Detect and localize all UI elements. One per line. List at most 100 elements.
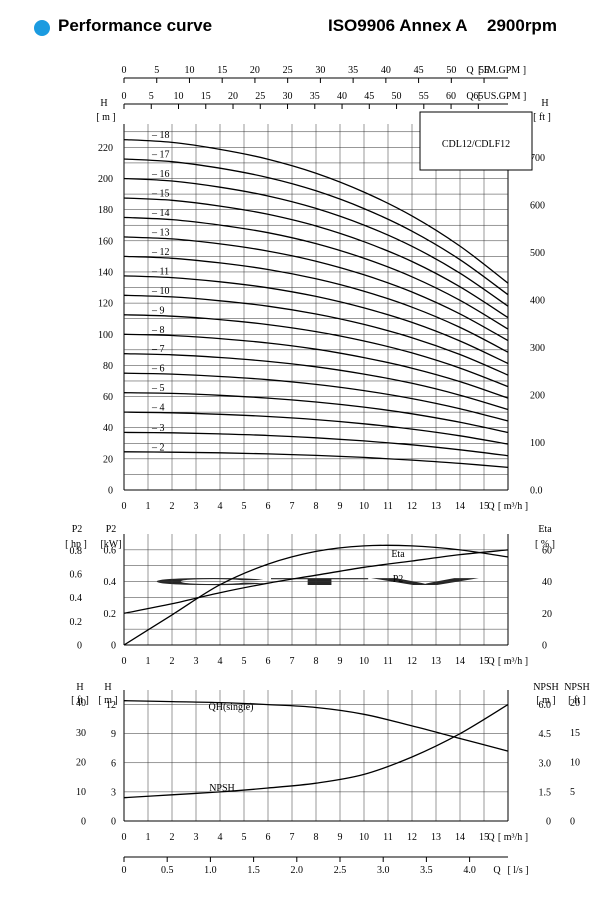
model-label: CDL12/CDLF12 (442, 139, 510, 150)
npsh-ft-tick-label: 15 (570, 728, 580, 739)
x-tick-label: 9 (338, 656, 343, 667)
eta-curve (123, 544, 509, 646)
eta-tick-label: 0 (542, 641, 547, 652)
usgpm-tick-label: 65 (473, 91, 483, 102)
stage-label: – 17 (151, 150, 170, 161)
y-left-tick-label: 140 (98, 267, 113, 278)
y-left-tick-label: 160 (98, 236, 113, 247)
usgpm-axis-unit: [ US.GPM ] (478, 91, 527, 102)
y-right-label: H (541, 98, 548, 109)
imgpm-tick-label: 5 (154, 65, 159, 76)
head-curve-stage-8 (123, 333, 509, 399)
usgpm-tick-label: 0 (122, 91, 127, 102)
p2-hp-tick-label: 0.8 (70, 546, 83, 557)
npsh-curve-label: NPSH (209, 783, 235, 794)
h-ft-tick-label: 30 (76, 728, 86, 739)
npsh-m-tick-label: 4.5 (539, 729, 552, 740)
head-curve-stage-2 (123, 451, 509, 469)
y-left-tick-label: 100 (98, 330, 113, 341)
head-curve-stage-13 (123, 236, 509, 342)
usgpm-tick-label: 5 (149, 91, 154, 102)
x-tick-label: 10 (359, 656, 369, 667)
imgpm-tick-label: 50 (446, 65, 456, 76)
usgpm-tick-label: 15 (201, 91, 211, 102)
stage-label: – 4 (151, 403, 165, 414)
x-tick-label: 2 (170, 501, 175, 512)
ls-tick-label: 2.5 (334, 865, 347, 876)
usgpm-axis-label: Q (466, 91, 474, 102)
npsh-m-unit: [ m ] (536, 695, 555, 706)
x-axis-label: Q (487, 832, 495, 843)
x-tick-label: 0 (122, 832, 127, 843)
y-right-tick-label: 100 (530, 438, 545, 449)
qh-single-curve (123, 700, 509, 752)
eta-curve-label: Eta (391, 549, 405, 560)
head-curve-stage-15 (123, 197, 509, 319)
y-right-tick-label: 500 (530, 248, 545, 259)
x-tick-label: 8 (314, 501, 319, 512)
x-tick-label: 7 (290, 501, 295, 512)
ls-tick-label: 4.0 (463, 865, 476, 876)
p2-hp-tick-label: 0.6 (70, 570, 83, 581)
stage-label: – 9 (151, 305, 165, 316)
h-m-label: H (104, 682, 111, 693)
y-left-tick-label: 40 (103, 423, 113, 434)
eta-tick-label: 40 (542, 577, 552, 588)
stage-label: – 18 (151, 130, 170, 141)
head-curve-stage-3 (123, 431, 509, 457)
h-ft-tick-label: 10 (76, 787, 86, 798)
y-right-tick-label: 200 (530, 391, 545, 402)
h-m-tick-label: 3 (111, 787, 116, 798)
imgpm-tick-label: 10 (184, 65, 194, 76)
y-left-label: H (100, 98, 107, 109)
p2-kw-tick-label: 0.6 (104, 545, 117, 556)
eta-tick-label: 60 (542, 545, 552, 556)
y-left-tick-label: 60 (103, 392, 113, 403)
x-tick-label: 1 (146, 832, 151, 843)
head-curve-stage-16 (123, 177, 509, 307)
p2-kw-tick-label: 0 (111, 641, 116, 652)
x-tick-label: 4 (218, 832, 223, 843)
x-tick-label: 7 (290, 656, 295, 667)
page-title: Performance curve (58, 16, 213, 35)
eta-label: Eta (538, 524, 552, 535)
stage-label: – 10 (151, 286, 170, 297)
x-tick-label: 8 (314, 832, 319, 843)
x-tick-label: 2 (170, 656, 175, 667)
x-tick-label: 3 (194, 501, 199, 512)
imgpm-axis-label: Q (466, 65, 474, 76)
npsh-ft-tick-label: 5 (570, 787, 575, 798)
h-ft-tick-label: 40 (76, 698, 86, 709)
x-tick-label: 10 (359, 501, 369, 512)
y-left-tick-label: 120 (98, 299, 113, 310)
npsh-m-tick-label: 1.5 (539, 787, 552, 798)
ls-tick-label: 2.0 (291, 865, 304, 876)
watermark: CTV (150, 577, 485, 588)
h-ft-unit: [ ft ] (71, 695, 89, 706)
y-right-tick-label: 300 (530, 343, 545, 354)
h-m-tick-label: 6 (111, 758, 116, 769)
stage-label: – 3 (151, 423, 165, 434)
imgpm-tick-label: 45 (414, 65, 424, 76)
x-tick-label: 13 (431, 501, 441, 512)
x-axis-unit: [ m³/h ] (498, 832, 528, 843)
imgpm-tick-label: 35 (348, 65, 358, 76)
x-tick-label: 11 (383, 501, 393, 512)
x-tick-label: 11 (383, 656, 393, 667)
ls-tick-label: 3.5 (420, 865, 433, 876)
y-left-tick-label: 80 (103, 361, 113, 372)
usgpm-tick-label: 10 (174, 91, 184, 102)
npsh-ft-tick-label: 20 (570, 698, 580, 709)
stage-label: – 15 (151, 188, 170, 199)
y-right-tick-label: 0.0 (530, 486, 543, 497)
head-curve-stage-18 (123, 138, 509, 284)
usgpm-tick-label: 25 (255, 91, 265, 102)
npsh-m-tick-label: 3.0 (539, 758, 552, 769)
eta-unit: [ % ] (535, 539, 555, 550)
x-tick-label: 6 (266, 501, 271, 512)
head-curve-stage-10 (123, 294, 509, 376)
y-right-tick-label: 400 (530, 296, 545, 307)
h-m-tick-label: 0 (111, 817, 116, 828)
stage-label: – 14 (151, 208, 170, 219)
stage-label: – 7 (151, 344, 165, 355)
